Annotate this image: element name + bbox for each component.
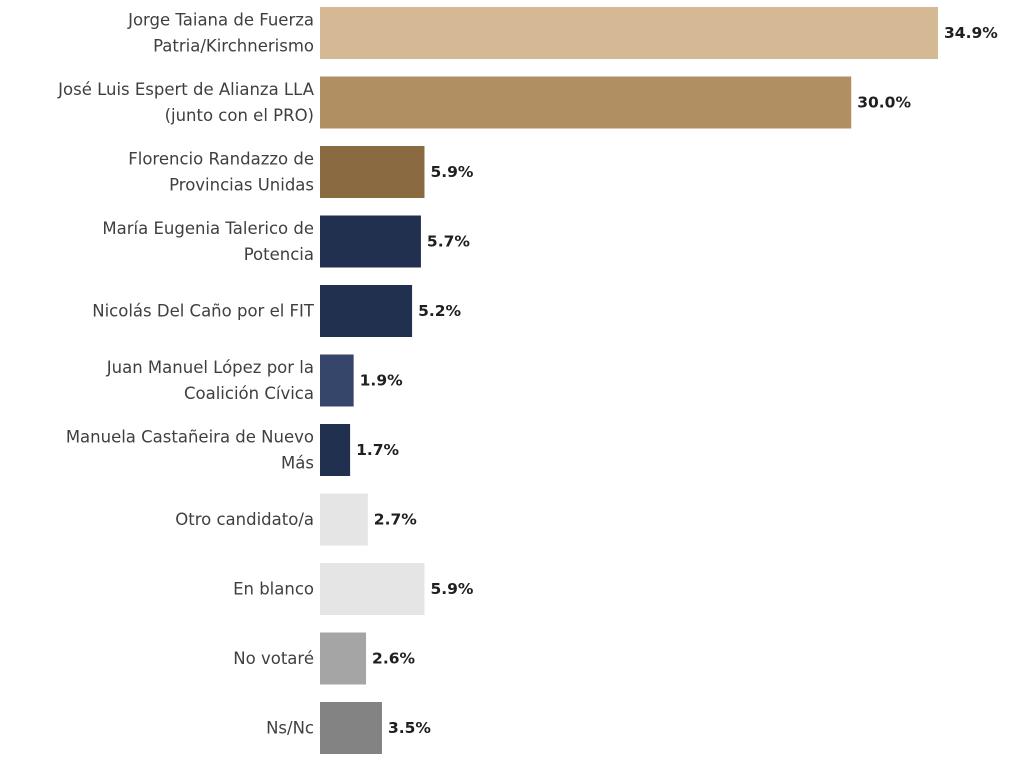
- bar-5: [320, 354, 354, 407]
- value-label-4: 5.2%: [418, 302, 461, 320]
- category-label-1-line-0: José Luis Espert de Alianza LLA: [57, 80, 315, 99]
- category-label-7-line-0: Otro candidato/a: [175, 510, 314, 529]
- bar-7: [320, 493, 368, 546]
- value-label-5: 1.9%: [360, 372, 403, 390]
- category-label-4-line-0: Nicolás Del Caño por el FIT: [92, 302, 315, 321]
- value-label-2: 5.9%: [430, 163, 473, 181]
- category-label-9-line-0: No votaré: [233, 649, 314, 668]
- bar-9: [320, 632, 367, 685]
- category-label-10-line-0: Ns/Nc: [266, 719, 314, 738]
- category-label-8-line-0: En blanco: [233, 580, 314, 599]
- value-label-0: 34.9%: [944, 24, 998, 42]
- category-label-2-line-0: Florencio Randazzo de: [128, 150, 314, 169]
- value-label-3: 5.7%: [427, 233, 470, 251]
- value-label-8: 5.9%: [430, 580, 473, 598]
- bar-0: [320, 7, 938, 59]
- category-label-3-line-1: Potencia: [244, 245, 314, 264]
- bar-10: [320, 702, 382, 754]
- bar-3: [320, 215, 421, 268]
- category-label-0-line-0: Jorge Taiana de Fuerza: [127, 11, 314, 30]
- category-label-5-line-0: Juan Manuel López por la: [106, 358, 314, 377]
- category-label-5-line-1: Coalición Cívica: [184, 384, 314, 403]
- category-label-1-line-1: (junto con el PRO): [165, 106, 314, 125]
- category-label-3-line-0: María Eugenia Talerico de: [102, 219, 314, 238]
- category-label-2-line-1: Provincias Unidas: [169, 176, 314, 195]
- value-label-10: 3.5%: [388, 719, 431, 737]
- bar-4: [320, 285, 413, 337]
- value-label-7: 2.7%: [374, 511, 417, 529]
- value-label-1: 30.0%: [857, 94, 911, 112]
- value-label-9: 2.6%: [372, 650, 415, 668]
- bar-2: [320, 146, 425, 198]
- category-label-6-line-0: Manuela Castañeira de Nuevo: [66, 428, 314, 447]
- category-label-6-line-1: Más: [281, 454, 314, 473]
- bar-6: [320, 424, 351, 476]
- bar-8: [320, 563, 425, 615]
- category-label-0-line-1: Patria/Kirchnerismo: [153, 37, 314, 56]
- value-label-6: 1.7%: [356, 441, 399, 459]
- bar-1: [320, 76, 852, 129]
